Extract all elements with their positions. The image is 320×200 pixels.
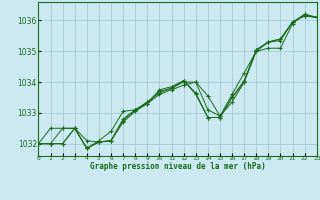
X-axis label: Graphe pression niveau de la mer (hPa): Graphe pression niveau de la mer (hPa) (90, 162, 266, 171)
